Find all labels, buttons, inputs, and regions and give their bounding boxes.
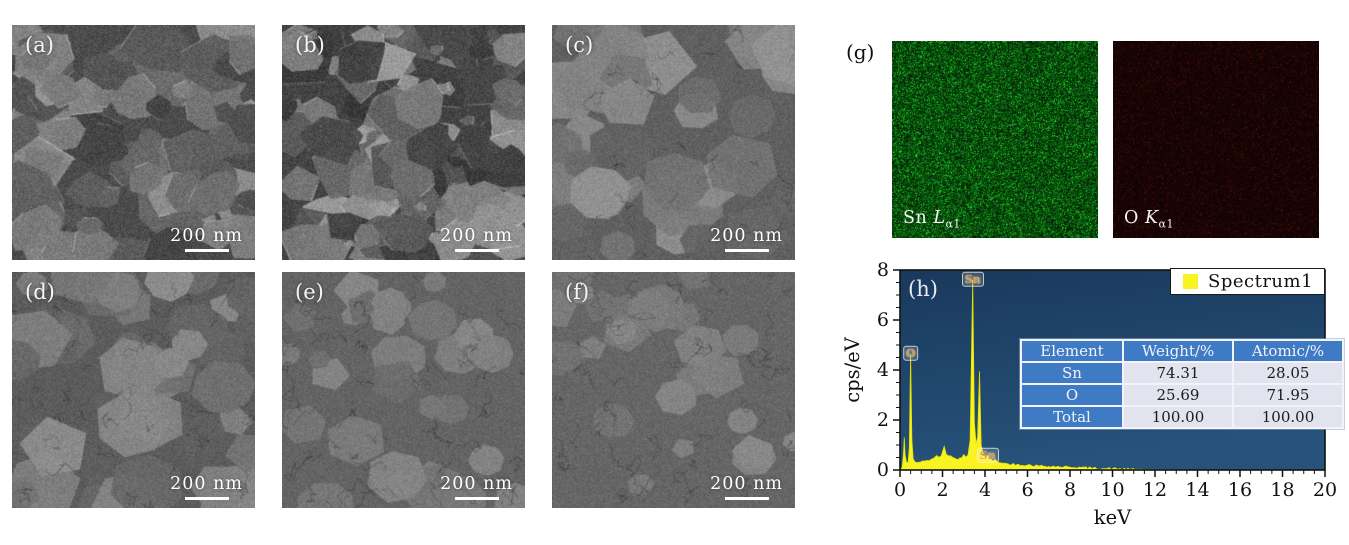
eds-map-sn: Sn Lα1 xyxy=(892,41,1098,238)
table-value-cell: 100.00 xyxy=(1234,407,1342,427)
eds-spectrum-chart: 0 2 4 6 8 10 12 14 16 18 20 0 2 4 6 8 keV cps/eV (h) Spec… xyxy=(840,255,1349,545)
table-value-cell: 100.00 xyxy=(1124,407,1232,427)
svg-text:2: 2 xyxy=(877,409,889,431)
legend-label: Spectrum1 xyxy=(1208,271,1314,292)
sem-image-e xyxy=(282,272,525,508)
svg-text:18: 18 xyxy=(1270,479,1294,501)
svg-text:2: 2 xyxy=(936,479,948,501)
scale-bar-text: 200 nm xyxy=(170,226,243,246)
legend: Spectrum1 xyxy=(1170,268,1325,295)
table-header-1: Weight/% xyxy=(1124,341,1232,361)
sem-panel-a: (a) 200 nm xyxy=(12,25,255,260)
eds-map-o: O Kα1 xyxy=(1113,41,1319,238)
xray-line: L xyxy=(933,207,946,228)
table-value-cell: 28.05 xyxy=(1234,363,1342,383)
scale-bar-f: 200 nm xyxy=(710,474,783,502)
sem-image-a xyxy=(12,25,255,260)
svg-text:4: 4 xyxy=(877,359,889,381)
eds-map-sn-image xyxy=(892,41,1098,238)
sem-image-f xyxy=(552,272,795,508)
scale-bar-line xyxy=(454,249,499,252)
table-row-1: O 25.69 71.95 xyxy=(1022,385,1342,405)
svg-text:0: 0 xyxy=(877,459,889,481)
y-axis-title: cps/eV xyxy=(841,336,864,403)
scale-bar-text: 200 nm xyxy=(440,226,513,246)
table-element-cell: Total xyxy=(1022,407,1122,427)
sem-panel-b: (b) 200 nm xyxy=(282,25,525,260)
table-value-cell: 74.31 xyxy=(1124,363,1232,383)
scale-bar-text: 200 nm xyxy=(710,474,783,494)
panel-label-c: (c) xyxy=(565,33,594,57)
panel-label-b: (b) xyxy=(295,33,325,57)
svg-text:6: 6 xyxy=(1021,479,1033,501)
xray-line-sub: α1 xyxy=(945,217,961,230)
legend-swatch xyxy=(1183,274,1198,289)
scale-bar-text: 200 nm xyxy=(440,474,513,494)
eds-map-o-label: O Kα1 xyxy=(1124,208,1174,231)
svg-text:10: 10 xyxy=(1100,479,1124,501)
scale-bar-line xyxy=(184,497,229,500)
panel-label-g: (g) xyxy=(846,40,875,64)
svg-text:16: 16 xyxy=(1228,479,1252,501)
panel-label-h: (h) xyxy=(908,277,938,301)
sem-panel-c: (c) 200 nm xyxy=(552,25,795,260)
table-header-2: Atomic/% xyxy=(1234,341,1342,361)
x-axis-ticks: 0 2 4 6 8 10 12 14 16 18 20 xyxy=(894,470,1337,501)
eds-map-sn-label: Sn Lα1 xyxy=(903,208,961,231)
sem-image-d xyxy=(12,272,255,508)
svg-text:8: 8 xyxy=(1064,479,1076,501)
panel-label-a: (a) xyxy=(25,33,54,57)
eds-map-o-image xyxy=(1113,41,1319,238)
xray-line-sub: α1 xyxy=(1158,217,1174,230)
scale-bar-line xyxy=(724,249,769,252)
peak-label-sn: Sn xyxy=(976,447,999,463)
svg-text:0: 0 xyxy=(894,479,906,501)
scale-bar-line xyxy=(724,497,769,500)
element-symbol: Sn xyxy=(903,207,928,228)
svg-text:12: 12 xyxy=(1143,479,1167,501)
sem-panel-d: (d) 200 nm xyxy=(12,272,255,508)
table-header-0: Element xyxy=(1022,341,1122,361)
table-row-2: Total 100.00 100.00 xyxy=(1022,407,1342,427)
panel-label-d: (d) xyxy=(25,280,55,304)
scale-bar-b: 200 nm xyxy=(440,226,513,254)
composition-table: Element Weight/% Atomic/% Sn 74.31 28.05 O 25.6… xyxy=(1020,339,1344,429)
xray-line: K xyxy=(1144,207,1159,228)
scale-bar-line xyxy=(454,497,499,500)
svg-text:8: 8 xyxy=(877,259,889,281)
scale-bar-a: 200 nm xyxy=(170,226,243,254)
element-symbol: O xyxy=(1124,207,1139,228)
table-value-cell: 71.95 xyxy=(1234,385,1342,405)
scale-bar-text: 200 nm xyxy=(170,474,243,494)
scale-bar-e: 200 nm xyxy=(440,474,513,502)
table-element-cell: Sn xyxy=(1022,363,1122,383)
sem-panel-f: (f) 200 nm xyxy=(552,272,795,508)
panel-label-e: (e) xyxy=(295,280,324,304)
table-value-cell: 25.69 xyxy=(1124,385,1232,405)
svg-text:14: 14 xyxy=(1185,479,1209,501)
scale-bar-c: 200 nm xyxy=(710,226,783,254)
sem-image-c xyxy=(552,25,795,260)
sem-image-b xyxy=(282,25,525,260)
x-axis-title: keV xyxy=(1094,506,1132,529)
peak-label-o: O xyxy=(902,345,919,361)
table-element-cell: O xyxy=(1022,385,1122,405)
svg-text:6: 6 xyxy=(877,309,889,331)
spectrum-series xyxy=(899,279,1325,471)
y-axis-ticks: 0 2 4 6 8 xyxy=(877,259,900,481)
scale-bar-d: 200 nm xyxy=(170,474,243,502)
scale-bar-text: 200 nm xyxy=(710,226,783,246)
table-row-0: Sn 74.31 28.05 xyxy=(1022,363,1342,383)
scale-bar-line xyxy=(184,249,229,252)
svg-text:4: 4 xyxy=(979,479,991,501)
sem-panel-e: (e) 200 nm xyxy=(282,272,525,508)
svg-text:20: 20 xyxy=(1313,479,1337,501)
panel-label-f: (f) xyxy=(565,280,590,304)
peak-label-sn: Sn xyxy=(961,271,984,287)
